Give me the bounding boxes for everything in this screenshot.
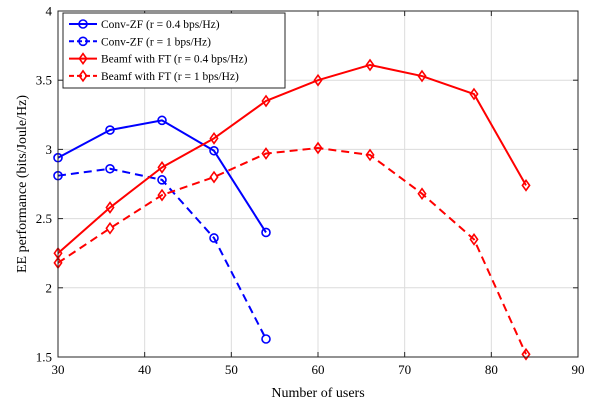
y-tick-label: 3 bbox=[46, 142, 53, 157]
data-point bbox=[261, 147, 271, 160]
data-point bbox=[365, 58, 375, 72]
data-point bbox=[469, 87, 479, 101]
data-point bbox=[105, 125, 115, 135]
data-point bbox=[365, 148, 375, 162]
y-tick-label: 2 bbox=[46, 280, 53, 295]
legend-entry: Conv-ZF (r = 0.4 bps/Hz) bbox=[69, 19, 220, 31]
series-line bbox=[57, 119, 267, 233]
series-4 bbox=[53, 141, 531, 361]
data-point bbox=[261, 94, 271, 108]
y-tick-label: 2.5 bbox=[36, 211, 52, 226]
data-point bbox=[417, 187, 427, 201]
data-point bbox=[157, 161, 167, 174]
data-point bbox=[521, 347, 531, 361]
data-point bbox=[417, 69, 427, 83]
data-point bbox=[105, 201, 115, 214]
legend-label: Conv-ZF (r = 1 bps/Hz) bbox=[101, 36, 211, 48]
data-point bbox=[209, 170, 219, 184]
data-point bbox=[469, 232, 479, 246]
data-point bbox=[313, 141, 323, 155]
legend-marker bbox=[78, 36, 88, 47]
legend-marker bbox=[78, 69, 88, 83]
data-point bbox=[157, 175, 167, 185]
x-tick-label: 40 bbox=[138, 362, 151, 377]
y-tick-label: 4 bbox=[46, 4, 53, 19]
series-line bbox=[57, 147, 527, 355]
y-axis-title: EE performance (bits/Joule/Hz) bbox=[15, 95, 30, 273]
data-point bbox=[521, 179, 531, 192]
x-tick-label: 60 bbox=[312, 362, 325, 377]
y-tick-label: 1.5 bbox=[36, 350, 52, 365]
legend-entry: Beamf with FT (r = 1 bps/Hz) bbox=[69, 69, 239, 83]
data-point bbox=[313, 73, 323, 87]
data-point bbox=[105, 163, 115, 174]
y-tick-label: 3.5 bbox=[36, 73, 52, 88]
legend-entry: Conv-ZF (r = 1 bps/Hz) bbox=[69, 36, 211, 48]
legend: Conv-ZF (r = 0.4 bps/Hz) Conv-ZF (r = 1 b… bbox=[62, 12, 286, 89]
x-tick-label: 80 bbox=[485, 362, 498, 377]
data-point bbox=[261, 334, 271, 344]
series-3 bbox=[53, 58, 531, 260]
x-tick-label: 50 bbox=[225, 362, 238, 377]
series-2 bbox=[53, 163, 271, 344]
data-point bbox=[157, 115, 167, 126]
legend-label: Beamf with FT (r = 0.4 bps/Hz) bbox=[101, 54, 248, 66]
data-point bbox=[261, 227, 271, 238]
data-point bbox=[105, 221, 115, 235]
x-tick-label: 30 bbox=[52, 362, 65, 377]
legend-marker bbox=[78, 19, 88, 29]
data-point bbox=[157, 188, 167, 202]
x-tick-label: 90 bbox=[572, 362, 585, 377]
ticks: 30 40 50 60 70 80 90 1.5 2 2.5 3 3.5 4 bbox=[36, 4, 585, 378]
legend-box bbox=[62, 12, 286, 89]
data-point bbox=[209, 233, 219, 243]
series-line bbox=[57, 167, 267, 340]
x-axis-title: Number of users bbox=[271, 386, 364, 401]
x-tick-label: 70 bbox=[398, 362, 411, 377]
series-lines bbox=[53, 58, 531, 361]
legend-label: Conv-ZF (r = 0.4 bps/Hz) bbox=[101, 19, 220, 31]
data-point bbox=[209, 131, 219, 145]
legend-label: Beamf with FT (r = 1 bps/Hz) bbox=[101, 71, 239, 83]
data-point bbox=[209, 145, 219, 156]
legend-marker bbox=[78, 52, 88, 65]
legend-entry: Beamf with FT (r = 0.4 bps/Hz) bbox=[69, 52, 248, 66]
series-line bbox=[57, 63, 527, 254]
